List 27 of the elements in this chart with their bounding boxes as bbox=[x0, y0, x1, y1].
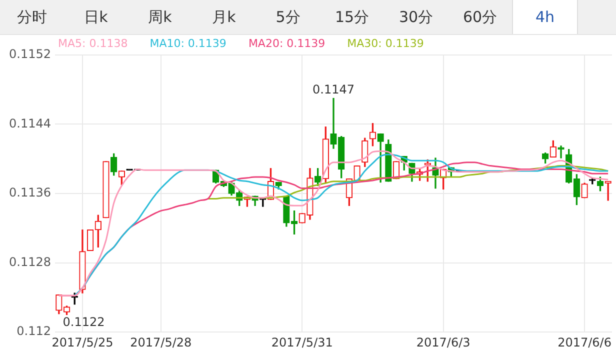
y-tick-label: 0.1152 bbox=[9, 47, 51, 62]
candlestick bbox=[330, 98, 337, 149]
text: 60分 bbox=[462, 7, 498, 28]
text: 日k bbox=[83, 7, 109, 28]
text: 月k bbox=[211, 7, 237, 28]
text: 周k bbox=[147, 7, 173, 28]
text: MA30: 0.1139 bbox=[347, 37, 424, 50]
text: 30分 bbox=[398, 7, 434, 28]
y-tick-label: 0.1144 bbox=[9, 116, 51, 130]
text: MA10: 0.1139 bbox=[150, 37, 226, 50]
annotation: 0.1147 bbox=[312, 82, 354, 96]
text: 4h bbox=[512, 0, 578, 34]
candlestick bbox=[558, 146, 564, 158]
x-tick-label: 2017/5/28 bbox=[130, 335, 192, 350]
text: MA5: 0.1138 bbox=[58, 37, 128, 50]
y-tick-label: 0.112 bbox=[16, 324, 51, 338]
text: 15分 bbox=[334, 7, 370, 28]
annotation: 0.1122 bbox=[62, 314, 105, 329]
y-tick-label: 0.1136 bbox=[9, 186, 51, 200]
text: MA20: 0.1139 bbox=[248, 37, 326, 50]
x-tick-label: 2017/5/31 bbox=[271, 335, 333, 350]
text: 分时 bbox=[16, 7, 48, 28]
text: 5分 bbox=[274, 7, 302, 28]
x-tick-label: 2017/5/25 bbox=[52, 335, 114, 350]
y-tick-label: 0.1128 bbox=[9, 254, 51, 269]
x-tick-label: 2017/6/3 bbox=[416, 335, 470, 350]
x-tick-label: 2017/6/6 bbox=[558, 335, 612, 350]
